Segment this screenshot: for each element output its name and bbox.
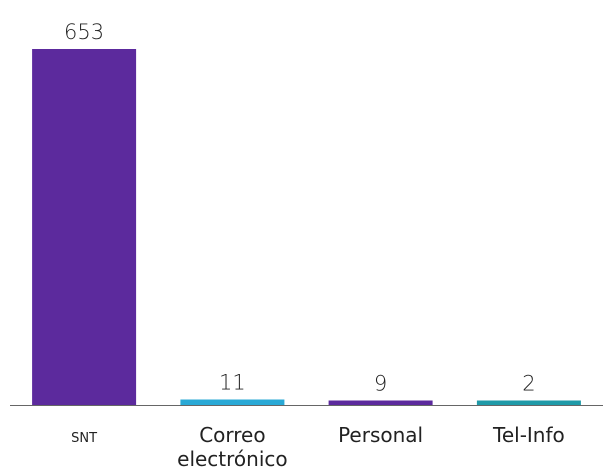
bar-0 xyxy=(32,49,137,406)
value-label-0: 653 xyxy=(64,20,104,44)
category-labels-group: SNT Correo electrónico Personal Tel-Info xyxy=(71,423,565,471)
category-label-1: Correo electrónico xyxy=(177,423,288,471)
value-label-1: 11 xyxy=(219,371,246,395)
category-label-line: Personal xyxy=(338,423,423,447)
bar-1 xyxy=(180,399,285,406)
value-labels-group: 653 11 9 2 xyxy=(64,20,536,396)
bar-2 xyxy=(328,400,433,406)
bars-group xyxy=(32,49,581,406)
category-label-line: electrónico xyxy=(177,447,288,471)
category-label-3: Tel-Info xyxy=(492,423,565,447)
bar-3 xyxy=(476,400,581,406)
category-label-line: Correo xyxy=(199,423,265,447)
category-label-line: Tel-Info xyxy=(492,423,565,447)
category-label-0: SNT xyxy=(71,431,97,446)
category-label-2: Personal xyxy=(338,423,423,447)
value-label-3: 2 xyxy=(522,372,535,396)
category-label-line: SNT xyxy=(71,431,97,446)
value-label-2: 9 xyxy=(374,372,387,396)
